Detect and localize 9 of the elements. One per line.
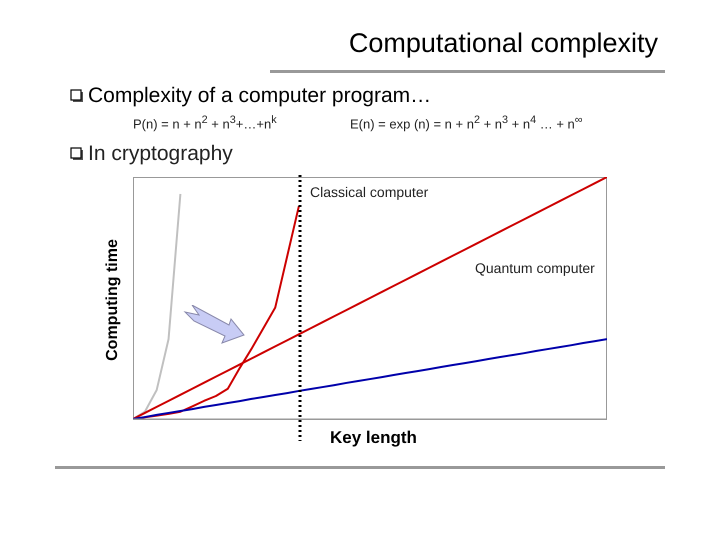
- text: P(n) = n + n$^{2}$ + n$^{3}$+…+n$^{k}$: [133, 114, 277, 132]
- y-axis-title: Computing time: [104, 239, 122, 361]
- text: E(n) = exp (n) = n + n$^{2}$ + n$^{3}$ + n$^{4}$ … + n$^{∞}$: [350, 114, 583, 132]
- text: In cryptography: [88, 142, 233, 166]
- x-axis-title: Key length: [330, 428, 417, 448]
- chart-subtitle: Complexity of a computer program…: [88, 84, 432, 108]
- chart-title: Computational complexity: [348, 28, 658, 59]
- annotation: Quantum computer: [475, 260, 595, 276]
- annotation: Classical computer: [310, 184, 428, 200]
